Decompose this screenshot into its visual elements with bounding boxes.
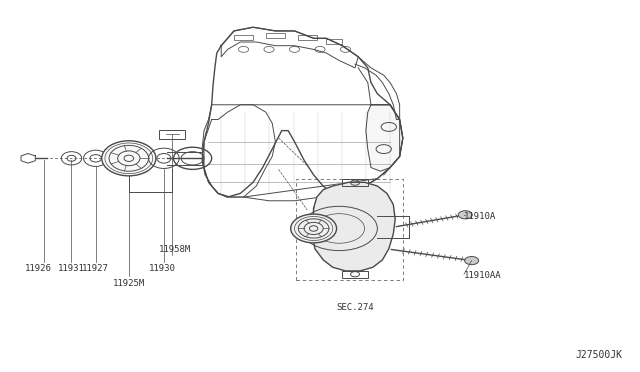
Circle shape: [465, 257, 479, 264]
Bar: [266, 33, 285, 38]
Polygon shape: [366, 105, 403, 171]
Bar: [326, 39, 342, 44]
Text: 11931: 11931: [58, 264, 85, 273]
Text: 11910A: 11910A: [464, 212, 496, 221]
Bar: [234, 35, 253, 40]
Circle shape: [458, 211, 472, 219]
Text: 11930: 11930: [148, 264, 175, 273]
Text: 11910AA: 11910AA: [464, 271, 502, 280]
Text: 11927: 11927: [83, 264, 109, 273]
Bar: [296, 179, 403, 280]
Polygon shape: [312, 182, 395, 271]
Text: SEC.274: SEC.274: [336, 303, 374, 312]
Text: 11926: 11926: [25, 264, 52, 273]
Bar: [159, 129, 185, 139]
Bar: [298, 35, 317, 40]
Ellipse shape: [102, 141, 156, 176]
Text: 11958M: 11958M: [159, 245, 191, 254]
Text: J27500JK: J27500JK: [576, 350, 623, 360]
Bar: [342, 179, 368, 186]
Text: 11925M: 11925M: [113, 279, 145, 288]
Bar: [342, 271, 368, 278]
Ellipse shape: [291, 214, 337, 243]
